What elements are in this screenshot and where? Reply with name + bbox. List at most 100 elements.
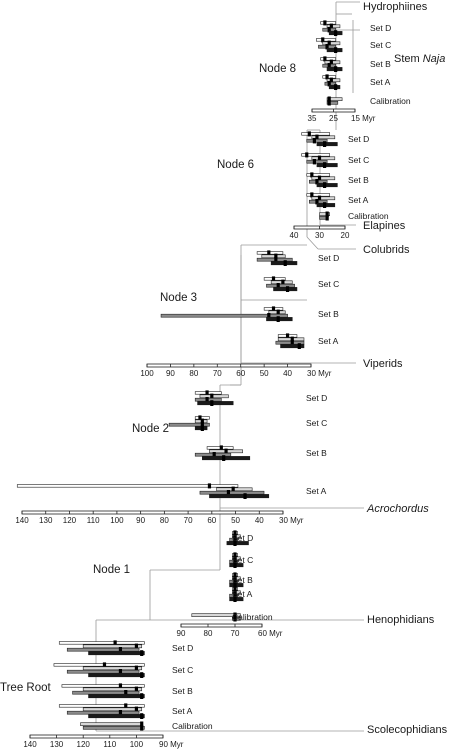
mean-marker bbox=[276, 309, 280, 315]
set-set-a: Set A bbox=[322, 74, 391, 90]
mean-marker bbox=[274, 253, 278, 259]
panel-node1: Node 1 Set D Set C Set B Set A Calibration 90 8… bbox=[93, 530, 283, 638]
mean-marker bbox=[140, 713, 144, 719]
mean-marker bbox=[317, 155, 322, 161]
ci-bar bbox=[316, 142, 338, 147]
ci-bar bbox=[316, 163, 338, 168]
clade-stem-naja: Stem Naja bbox=[394, 53, 445, 65]
ci-bar bbox=[301, 153, 330, 157]
ci-bar bbox=[72, 690, 140, 695]
ci-bar bbox=[316, 183, 338, 188]
clade-colubrids: Colubrids bbox=[363, 244, 410, 256]
mean-marker bbox=[207, 483, 212, 489]
mean-marker bbox=[219, 445, 223, 451]
set-set-b: Set B bbox=[320, 56, 391, 72]
ci-bar bbox=[58, 641, 145, 645]
mean-marker bbox=[134, 643, 138, 649]
mean-marker bbox=[285, 333, 290, 339]
mean-marker bbox=[315, 179, 319, 185]
mean-marker bbox=[134, 686, 138, 692]
mean-marker bbox=[334, 66, 338, 72]
ci-bar bbox=[197, 401, 234, 406]
ci-bar bbox=[16, 484, 239, 488]
calibration: Calibration bbox=[191, 612, 273, 622]
mean-marker bbox=[233, 572, 237, 578]
ci-bar bbox=[209, 494, 270, 499]
mean-marker bbox=[317, 195, 322, 201]
axis-tick-label: 80 bbox=[189, 369, 198, 378]
axis-tick-label: 70 bbox=[213, 369, 222, 378]
calibration: Calibration bbox=[319, 211, 389, 221]
set-set-b-label: Set B bbox=[370, 59, 391, 69]
ci-bar bbox=[322, 41, 341, 46]
mean-marker bbox=[283, 260, 287, 266]
mean-marker bbox=[118, 710, 123, 716]
mean-marker bbox=[327, 40, 331, 46]
age-estimate-panels: Node 8 Set D Set C Set B Set A Calibration 35 2… bbox=[0, 20, 411, 749]
mean-marker bbox=[325, 211, 329, 217]
mean-marker bbox=[329, 59, 333, 65]
mean-marker bbox=[233, 562, 237, 568]
node-label: Node 8 bbox=[259, 63, 296, 75]
ci-bar bbox=[80, 722, 143, 727]
time-axis: 90 80 70 60 Myr bbox=[177, 623, 283, 638]
axis-tick-label: 90 bbox=[166, 369, 175, 378]
mean-marker bbox=[233, 582, 237, 588]
set-set-d-label: Set D bbox=[172, 643, 193, 653]
ci-bar bbox=[82, 666, 143, 671]
panel-node3: Node 3 Set D Set C Set B Set A 100 90 80 70 60 50 4… bbox=[140, 250, 339, 378]
axis-tick-label: 70 bbox=[184, 516, 193, 525]
node-label: Node 6 bbox=[217, 159, 254, 171]
ci-bar bbox=[315, 38, 336, 42]
axis-tick-label: 30 bbox=[315, 231, 324, 240]
mean-marker bbox=[134, 706, 138, 712]
mean-marker bbox=[325, 74, 329, 80]
axis-tick-label: 60 bbox=[207, 516, 216, 525]
ci-bar bbox=[311, 176, 336, 181]
mean-marker bbox=[198, 415, 202, 421]
ci-bar bbox=[320, 21, 336, 25]
set-set-b: Set B bbox=[306, 172, 369, 188]
ci-bar bbox=[311, 135, 336, 140]
mean-marker bbox=[124, 690, 128, 696]
ci-bar bbox=[199, 490, 265, 495]
set-set-b-label: Set B bbox=[348, 175, 369, 185]
mean-marker bbox=[140, 725, 144, 731]
mean-marker bbox=[231, 486, 235, 492]
set-set-a: Set A bbox=[306, 192, 369, 208]
set-set-d: Set D bbox=[256, 250, 339, 266]
set-set-a-label: Set A bbox=[306, 486, 327, 496]
mean-marker bbox=[323, 202, 327, 208]
set-set-a: Set A bbox=[229, 586, 253, 602]
ci-bar bbox=[322, 75, 336, 79]
set-set-c-label: Set C bbox=[348, 155, 369, 165]
mean-marker bbox=[222, 455, 226, 461]
ci-bar bbox=[88, 673, 145, 678]
ci-bar bbox=[261, 254, 286, 259]
mean-marker bbox=[205, 397, 209, 403]
axis-tick-label: 40 bbox=[255, 516, 264, 525]
mean-marker bbox=[140, 650, 144, 656]
phylogeny-tree-lines bbox=[95, 1, 364, 732]
axis-tick-label: 30 Myr bbox=[307, 369, 332, 378]
node-label: Tree Root bbox=[0, 682, 52, 694]
set-set-b-label: Set B bbox=[306, 448, 327, 458]
stem-naja-prefix: Stem bbox=[394, 53, 423, 65]
set-set-a-label: Set A bbox=[172, 706, 193, 716]
axis-tick-label: 130 bbox=[50, 740, 64, 749]
set-set-b: Set B bbox=[194, 445, 327, 461]
mean-marker bbox=[233, 593, 237, 599]
mean-marker bbox=[140, 672, 144, 678]
set-set-c: Set C bbox=[168, 415, 327, 431]
calibration-label: Calibration bbox=[370, 96, 411, 106]
mean-marker bbox=[310, 192, 314, 198]
set-set-d: Set D bbox=[301, 131, 369, 147]
time-axis: 35 25 15 Myr bbox=[308, 108, 376, 123]
axis-tick-label: 90 bbox=[136, 516, 145, 525]
set-set-a-label: Set A bbox=[318, 336, 339, 346]
axis-tick-label: 50 bbox=[231, 516, 240, 525]
mean-marker bbox=[327, 81, 331, 87]
axis-tick-label: 100 bbox=[110, 516, 124, 525]
set-set-d: Set D bbox=[226, 530, 253, 546]
mean-marker bbox=[233, 575, 237, 581]
